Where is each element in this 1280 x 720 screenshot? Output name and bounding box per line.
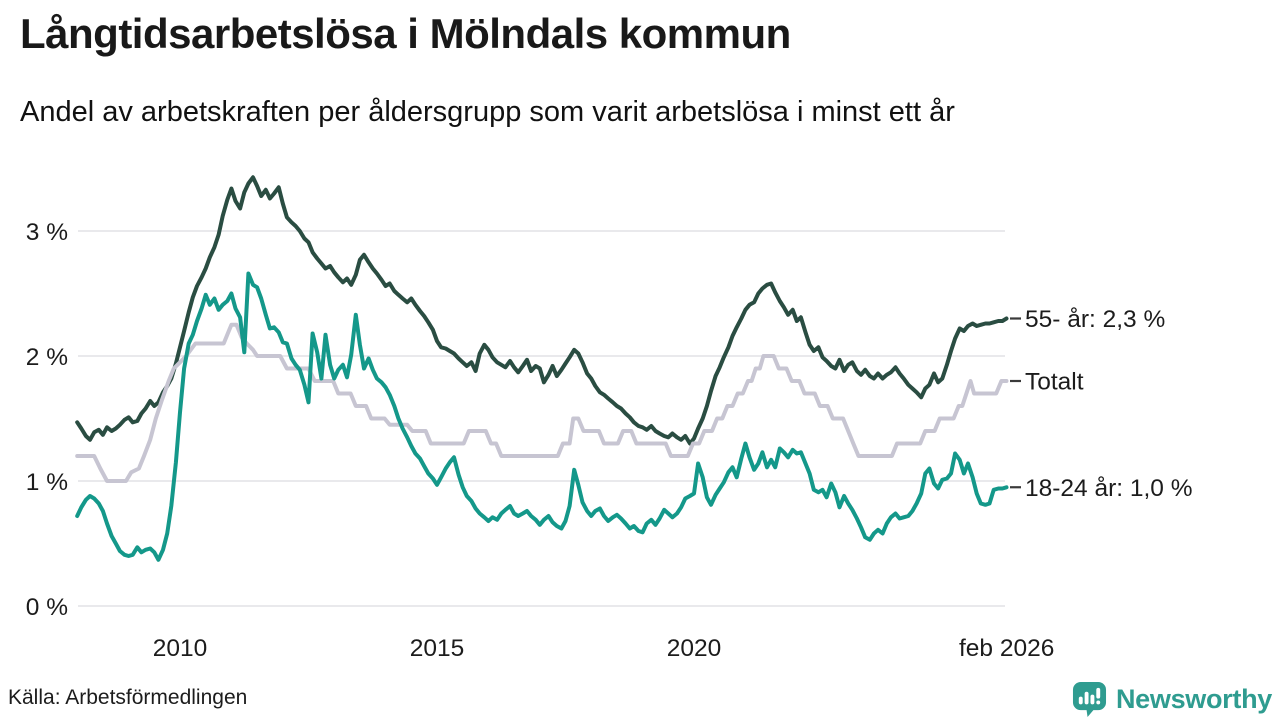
y-tick-label: 3 % xyxy=(26,219,68,246)
y-tick-label: 1 % xyxy=(26,469,68,496)
y-tick-label: 0 % xyxy=(26,594,68,621)
x-tick-label: 2015 xyxy=(410,635,465,662)
x-tick-label: feb 2026 xyxy=(959,635,1054,662)
chart-subtitle: Andel av arbetskraften per åldersgrupp s… xyxy=(20,96,955,128)
series-line-55-år xyxy=(75,175,1009,446)
source-note: Källa: Arbetsförmedlingen xyxy=(8,686,248,709)
series-end-label-totalt: Totalt xyxy=(1025,369,1084,396)
series-end-label-18-24-år: 18-24 år: 1,0 % xyxy=(1025,475,1193,502)
series-line-18-24-år xyxy=(75,271,1009,562)
newsworthy-bubble-chart-icon xyxy=(1072,681,1106,717)
series-end-label-55-år: 55- år: 2,3 % xyxy=(1025,306,1165,333)
newsworthy-wordmark: Newsworthy xyxy=(1115,683,1272,714)
x-tick-label: 2020 xyxy=(667,635,722,662)
page-title: Långtidsarbetslösa i Mölndals kommun xyxy=(20,10,791,57)
newsworthy-logo: Newsworthy xyxy=(1072,681,1272,717)
x-tick-label: 2010 xyxy=(153,635,208,662)
series-line-totalt xyxy=(75,322,1009,483)
y-tick-label: 2 % xyxy=(26,344,68,371)
